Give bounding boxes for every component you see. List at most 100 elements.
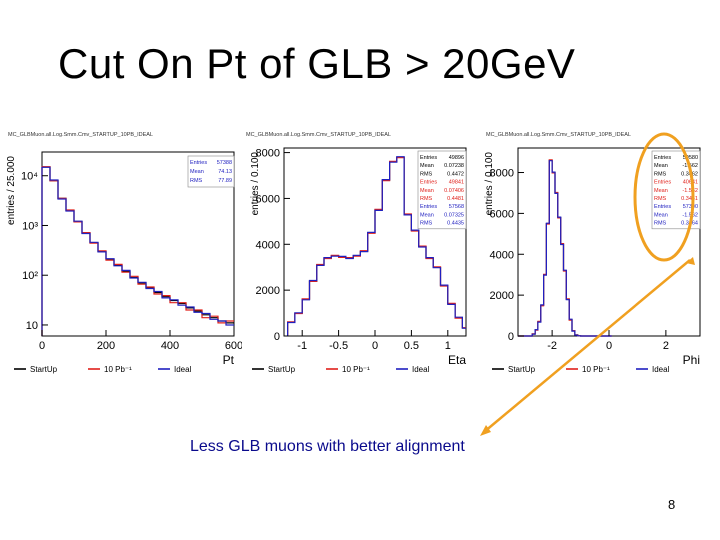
- chart-header: MC_GLBMuon.all.Log.Smm.Cmv_STARTUP_10PB_…: [486, 132, 631, 138]
- x-tick-label: 600: [225, 340, 242, 352]
- x-tick-label: 2: [663, 340, 669, 352]
- annotation-arrow-head: [480, 425, 491, 436]
- slide-caption: Less GLB muons with better alignment: [190, 438, 465, 455]
- x-tick-label: -2: [547, 340, 557, 352]
- y-tick-label: 8000: [256, 148, 280, 160]
- y-tick-label: 10: [26, 320, 38, 332]
- stats-label: RMS: [654, 171, 667, 177]
- y-tick-label: 6000: [490, 208, 514, 220]
- stats-label: RMS: [420, 196, 433, 202]
- chart-header: MC_GLBMuon.all.Log.Smm.Cmv_STARTUP_10PB_…: [246, 132, 391, 138]
- x-axis-label: Pt: [223, 353, 235, 367]
- legend-label: Ideal: [174, 365, 192, 374]
- y-tick-label: 2000: [256, 285, 280, 297]
- stats-label: RMS: [654, 196, 667, 202]
- stats-value: 0.4481: [447, 196, 464, 202]
- stats-label: Entries: [654, 204, 671, 210]
- stats-label: Entries: [420, 180, 437, 186]
- histogram-pt: MC_GLBMuon.all.Log.Smm.Cmv_STARTUP_10PB_…: [2, 126, 242, 382]
- stats-value: 0.07406: [444, 188, 464, 194]
- x-tick-label: 0: [606, 340, 612, 352]
- y-tick-label: 6000: [256, 193, 280, 205]
- stats-value: 77.89: [218, 178, 232, 184]
- stats-value: 0.4435: [447, 221, 464, 227]
- stats-label: RMS: [420, 221, 433, 227]
- x-tick-label: 0: [372, 340, 378, 352]
- chart-svg-1: MC_GLBMuon.all.Log.Smm.Cmv_STARTUP_10PB_…: [246, 132, 467, 374]
- stats-label: Mean: [654, 163, 668, 169]
- legend-label: StartUp: [30, 365, 58, 374]
- stats-value: 40641: [683, 180, 698, 186]
- stats-value: 0.3462: [681, 171, 698, 177]
- stats-value: 50580: [683, 155, 698, 161]
- y-tick-label: 0: [508, 331, 514, 343]
- stats-label: Entries: [190, 160, 207, 166]
- stats-value: 57388: [217, 160, 232, 166]
- series-line-2: [518, 160, 612, 337]
- stats-label: RMS: [420, 171, 433, 177]
- stats-label: Mean: [654, 188, 668, 194]
- stats-value: 0.07238: [444, 163, 464, 169]
- stats-value: 49841: [449, 180, 464, 186]
- stats-label: Mean: [420, 188, 434, 194]
- legend-label: Ideal: [652, 365, 670, 374]
- stats-label: Mean: [190, 169, 204, 175]
- legend-label: StartUp: [508, 365, 536, 374]
- stats-value: 0.3461: [681, 196, 698, 202]
- y-tick-label: 4000: [490, 249, 514, 261]
- stats-label: RMS: [190, 178, 203, 184]
- stats-value: 57568: [449, 204, 464, 210]
- page-number: 8: [668, 497, 676, 512]
- legend-label: 10 Pb⁻¹: [104, 365, 132, 374]
- stats-box: [187, 155, 235, 188]
- legend-label: StartUp: [268, 365, 296, 374]
- annotation-arrow-tail: [686, 257, 695, 265]
- y-tick-label: 4000: [256, 239, 280, 251]
- y-tick-label: 10³: [22, 220, 38, 232]
- stats-label: Mean: [420, 212, 434, 218]
- annotation-arrow-line: [483, 259, 691, 433]
- stats-value: 57300: [683, 204, 698, 210]
- y-tick-label: 2000: [490, 290, 514, 302]
- y-axis-label: entries / 25.000: [6, 156, 17, 225]
- stats-value: 74.13: [218, 169, 232, 175]
- series-line-2: [287, 156, 466, 336]
- stats-value: 49896: [449, 155, 464, 161]
- y-axis-label: entries / 0.100: [250, 152, 261, 216]
- stats-label: Mean: [654, 212, 668, 218]
- stats-label: Mean: [420, 163, 434, 169]
- stats-value: -1.562: [682, 188, 698, 194]
- stats-value: 0.07325: [444, 212, 464, 218]
- x-tick-label: -0.5: [329, 340, 348, 352]
- stats-value: -1.562: [682, 212, 698, 218]
- chart-svg-0: MC_GLBMuon.all.Log.Smm.Cmv_STARTUP_10PB_…: [6, 132, 242, 374]
- stats-label: Entries: [420, 155, 437, 161]
- y-tick-label: 10⁴: [21, 171, 38, 183]
- x-tick-label: 400: [161, 340, 179, 352]
- stats-label: Entries: [420, 204, 437, 210]
- x-axis-label: Phi: [683, 353, 700, 367]
- stats-highlight-ellipse: [633, 132, 695, 262]
- chart-header: MC_GLBMuon.all.Log.Smm.Cmv_STARTUP_10PB_…: [8, 132, 153, 138]
- x-tick-label: 200: [97, 340, 115, 352]
- histogram-eta: MC_GLBMuon.all.Log.Smm.Cmv_STARTUP_10PB_…: [240, 126, 480, 382]
- stats-label: RMS: [654, 221, 667, 227]
- y-tick-label: 0: [274, 331, 280, 343]
- x-tick-label: 0.5: [404, 340, 419, 352]
- stats-label: Entries: [654, 180, 671, 186]
- x-axis-label: Eta: [448, 353, 466, 367]
- stats-label: Entries: [654, 155, 671, 161]
- x-tick-label: 1: [445, 340, 451, 352]
- y-tick-label: 8000: [490, 168, 514, 180]
- slide-title: Cut On Pt of GLB > 20GeV: [58, 40, 576, 87]
- y-tick-label: 10²: [22, 270, 38, 282]
- x-tick-label: 0: [39, 340, 45, 352]
- legend-label: Ideal: [412, 365, 430, 374]
- x-tick-label: -1: [297, 340, 307, 352]
- y-axis-label: entries / 0.100: [484, 152, 495, 216]
- series-line-2: [41, 166, 234, 336]
- stats-box: [417, 150, 467, 230]
- stats-value: 0.4472: [447, 171, 464, 177]
- legend-label: 10 Pb⁻¹: [342, 365, 370, 374]
